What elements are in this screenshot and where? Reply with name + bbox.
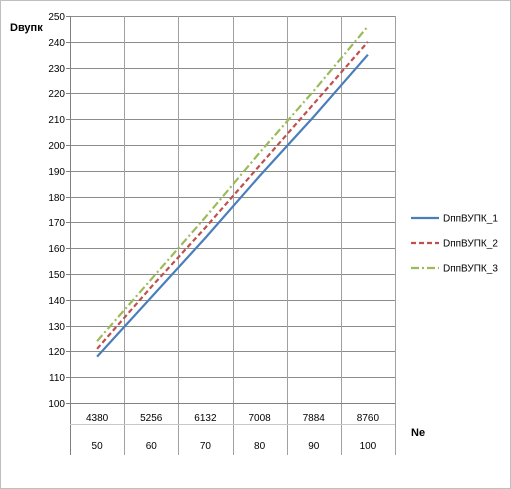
y-tick-label: 190	[48, 167, 65, 178]
y-tick-label: 240	[48, 38, 65, 49]
y-tick-label: 180	[48, 193, 65, 204]
y-tick-label: 200	[48, 141, 65, 152]
x-tick-label-secondary: 60	[146, 441, 158, 452]
x-tick-label: 7008	[248, 413, 271, 424]
y-tick-label: 120	[48, 347, 65, 358]
x-tick-label: 7884	[303, 413, 326, 424]
legend: DппВУПК_1 DппВУПК_2 DппВУПК_3	[411, 214, 498, 275]
series-line-2	[96, 41, 369, 350]
x-axis-title: Ne	[411, 427, 425, 439]
y-tick-label: 210	[48, 115, 65, 126]
y-tick-label: 170	[48, 218, 65, 229]
x-tick-label-secondary: 100	[360, 441, 377, 452]
y-tick-label: 250	[48, 12, 65, 23]
x-tick-label: 6132	[194, 413, 217, 424]
x-tick-label-secondary: 70	[200, 441, 212, 452]
x-tick-label: 8760	[357, 413, 380, 424]
series-line-3	[96, 25, 369, 342]
grid	[70, 16, 396, 455]
legend-label-3: DппВУПК_3	[443, 264, 498, 275]
legend-label-1: DппВУПК_1	[443, 214, 498, 225]
y-axis-title: Dвупк	[10, 22, 43, 34]
legend-label-2: DппВУПК_2	[443, 239, 498, 250]
y-tick-label: 100	[48, 399, 65, 410]
x-tick-label-secondary: 50	[92, 441, 104, 452]
x-tick-label: 4380	[86, 413, 109, 424]
x-tick-label-secondary: 90	[308, 441, 320, 452]
y-tick-label: 150	[48, 270, 65, 281]
y-tick-label: 220	[48, 89, 65, 100]
axes	[66, 16, 395, 425]
y-tick-label: 140	[48, 296, 65, 307]
y-tick-label: 230	[48, 64, 65, 75]
y-tick-label: 110	[49, 373, 65, 384]
x-tick-label-secondary: 80	[254, 441, 266, 452]
tick-labels: 100 110 120 130 140 150 160 170 180 190 200 210 220 2…	[48, 12, 379, 452]
y-tick-label: 160	[48, 244, 65, 255]
series-lines	[96, 25, 369, 358]
x-tick-label: 5256	[140, 413, 163, 424]
y-tick-label: 130	[48, 322, 65, 333]
series-line-1	[96, 53, 369, 358]
